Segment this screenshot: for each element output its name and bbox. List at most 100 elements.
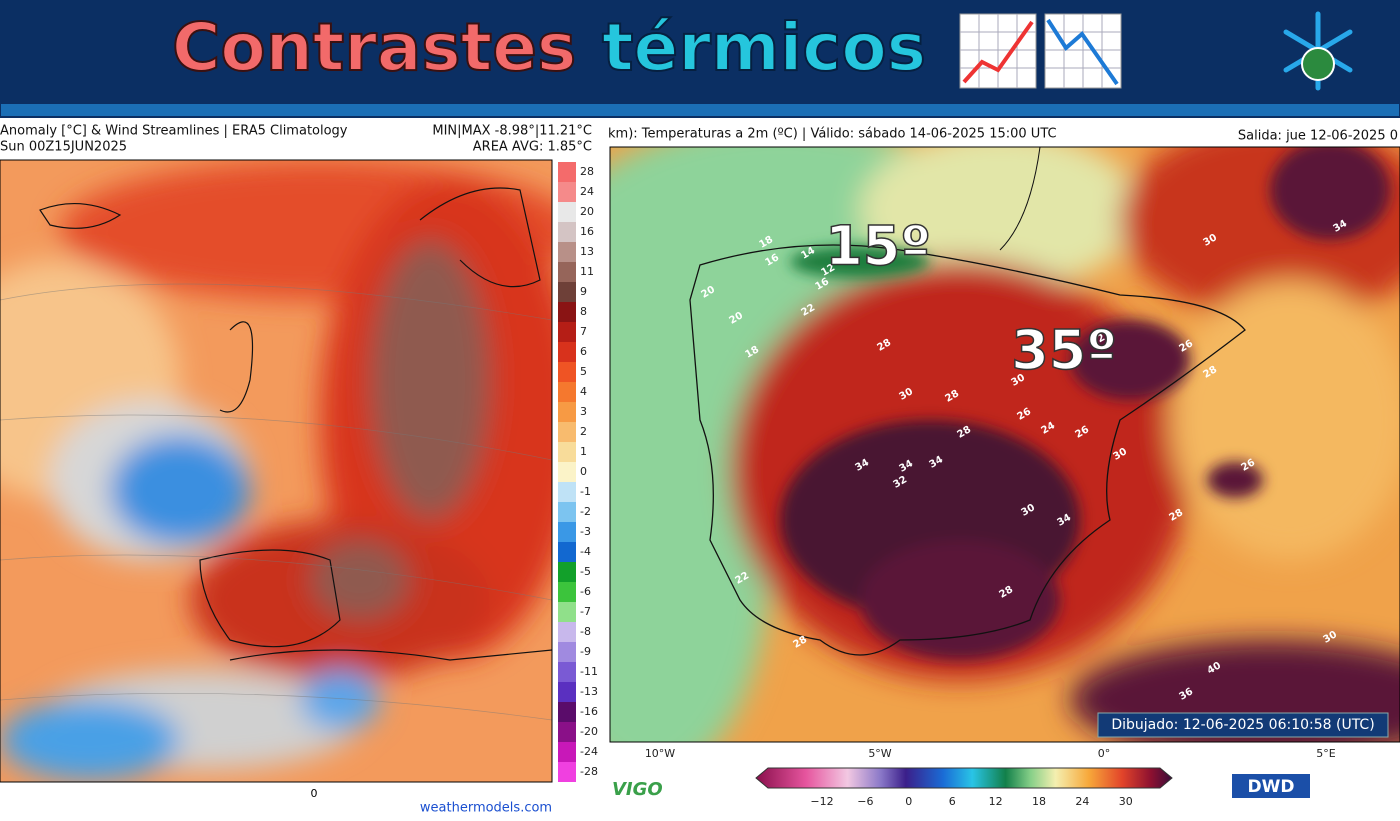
chart-up-icon	[959, 13, 1037, 89]
right-colorbar	[755, 767, 1173, 789]
colorbar-cell	[558, 642, 576, 662]
colorbar-label: -1	[580, 485, 591, 498]
x-axis-label: 5°W	[868, 747, 891, 760]
colorbar-cell	[558, 542, 576, 562]
colorbar-cell	[558, 162, 576, 182]
logo-dwd-bg	[1232, 774, 1310, 798]
colorbar-label: -16	[580, 705, 598, 718]
left-title: Anomaly [°C] & Wind Streamlines | ERA5 C…	[0, 124, 348, 139]
header-strip	[0, 102, 1400, 118]
colorbar-label: 4	[580, 385, 587, 398]
colorbar-cell	[558, 402, 576, 422]
colorbar-cell	[558, 502, 576, 522]
colorbar-cell	[558, 762, 576, 782]
colorbar-label: -9	[580, 645, 591, 658]
right-frame	[609, 146, 1400, 743]
colorbar-cell	[558, 202, 576, 222]
right-x-axis: 10°W 5°W 0° 5°E	[645, 747, 1336, 760]
colorbar-label: 1	[580, 445, 587, 458]
title-part2: térmicos	[602, 9, 926, 86]
annotation-interior: 35º	[1011, 319, 1117, 382]
colorbar-cell	[558, 722, 576, 742]
anomaly-map	[0, 160, 552, 782]
colorbar-cell	[558, 662, 576, 682]
colorbar-label: -2	[580, 505, 591, 518]
colorbar-label: -7	[580, 605, 591, 618]
logo-dwd: DWD	[1248, 777, 1295, 797]
colorbar-cell	[558, 182, 576, 202]
header-bg	[0, 0, 1400, 105]
colorbar-cell	[558, 342, 576, 362]
colorbar-label: 8	[580, 305, 587, 318]
colorbar-cell	[558, 282, 576, 302]
colorbar-label: 16	[580, 225, 594, 238]
colorbar-label: 9	[580, 285, 587, 298]
colorbar-cell	[558, 582, 576, 602]
colorbar-cell	[558, 742, 576, 762]
colorbar-label: 18	[1032, 795, 1046, 808]
colorbar-label: -4	[580, 545, 591, 558]
colorbar-label: 6	[949, 795, 956, 808]
left-colorbar: 28 24 20 16 13 11 9 8 7 6 5 4 3 2 1 0 -1 -2 -3 -4 -5 -6 -7 -8 -9…	[558, 162, 598, 782]
colorbar-label: -8	[580, 625, 591, 638]
title-part1: Contrastes	[172, 9, 576, 86]
colorbar-label: 20	[580, 205, 594, 218]
x-axis-label: 10°W	[645, 747, 675, 760]
left-x-label: 0	[311, 787, 318, 800]
left-minmax: MIN|MAX -8.98°|11.21°C	[432, 124, 592, 139]
colorbar-label: 12	[989, 795, 1003, 808]
colorbar-label: -5	[580, 565, 591, 578]
snowflake-logo	[1283, 11, 1353, 91]
drawn-label: Dibujado: 12-06-2025 06:10:58 (UTC)	[1111, 717, 1374, 733]
colorbar-label: 2	[580, 425, 587, 438]
colorbar-label: 7	[580, 325, 587, 338]
colorbar-label: 24	[580, 185, 594, 198]
colorbar-cell	[558, 482, 576, 502]
x-axis-label: 0°	[1098, 747, 1111, 760]
colorbar-cell	[558, 562, 576, 582]
colorbar-label: -3	[580, 525, 591, 538]
right-run: Salida: jue 12-06-2025 0	[1238, 129, 1398, 144]
colorbar-label: 3	[580, 405, 587, 418]
colorbar-cell	[558, 382, 576, 402]
colorbar-cell	[558, 262, 576, 282]
colorbar-cell	[558, 622, 576, 642]
colorbar-cell	[558, 522, 576, 542]
colorbar-label: -11	[580, 665, 598, 678]
left-credit: weathermodels.com	[420, 801, 552, 816]
colorbar-cell	[558, 362, 576, 382]
colorbar-cell	[558, 702, 576, 722]
colorbar-label: -13	[580, 685, 598, 698]
left-area-avg: AREA AVG: 1.85°C	[473, 140, 592, 155]
colorbar-cell	[558, 422, 576, 442]
logo-vigo: VIGO	[612, 779, 663, 800]
colorbar-cell	[558, 462, 576, 482]
colorbar-label: 24	[1075, 795, 1089, 808]
colorbar-label: 30	[1119, 795, 1133, 808]
annotation-north: 15º	[825, 215, 931, 278]
colorbar-cell	[558, 242, 576, 262]
colorbar-label: -24	[580, 745, 598, 758]
left-frame	[0, 159, 553, 783]
colorbar-label: 0	[905, 795, 912, 808]
x-axis-label: 5°E	[1316, 747, 1335, 760]
colorbar-cell	[558, 302, 576, 322]
colorbar-label: −6	[857, 795, 873, 808]
colorbar-label: 13	[580, 245, 594, 258]
colorbar-cell	[558, 602, 576, 622]
colorbar-label: -20	[580, 725, 598, 738]
left-subtitle: Sun 00Z15JUN2025	[0, 140, 127, 155]
colorbar-label: −12	[810, 795, 833, 808]
colorbar-label: 28	[580, 165, 594, 178]
colorbar-cell	[558, 442, 576, 462]
colorbar-label: 0	[580, 465, 587, 478]
colorbar-label: -6	[580, 585, 591, 598]
colorbar-label: -28	[580, 765, 598, 778]
colorbar-cell	[558, 322, 576, 342]
chart-down-icon	[1044, 13, 1122, 89]
colorbar-label: 11	[580, 265, 594, 278]
drawn-box	[1097, 712, 1389, 738]
colorbar-label: 5	[580, 365, 587, 378]
